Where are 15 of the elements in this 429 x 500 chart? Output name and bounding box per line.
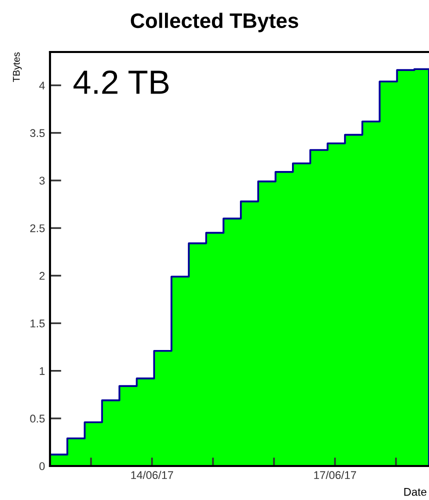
x-tick-label: 14/06/17 (131, 470, 174, 480)
y-tick-label: 0.5 (30, 414, 45, 423)
y-tick-label: 0 (39, 462, 45, 470)
y-tick-label: 3.5 (30, 129, 45, 138)
x-tick-label: 17/06/17 (314, 470, 356, 480)
y-tick-label: 2.5 (30, 224, 45, 232)
y-tick-label: 1.5 (30, 320, 45, 328)
annotation: 4.2 TB (74, 70, 169, 94)
y-tick-label: 1 (40, 367, 45, 375)
chart-title: Collected TBytes (130, 12, 298, 32)
x-axis-title: Date (404, 488, 426, 496)
y-tick-label: 3 (39, 176, 45, 185)
y-axis-title: TBytes (12, 52, 22, 82)
y-tick-label: 2 (40, 272, 45, 280)
y-tick-label: 4 (39, 82, 45, 90)
